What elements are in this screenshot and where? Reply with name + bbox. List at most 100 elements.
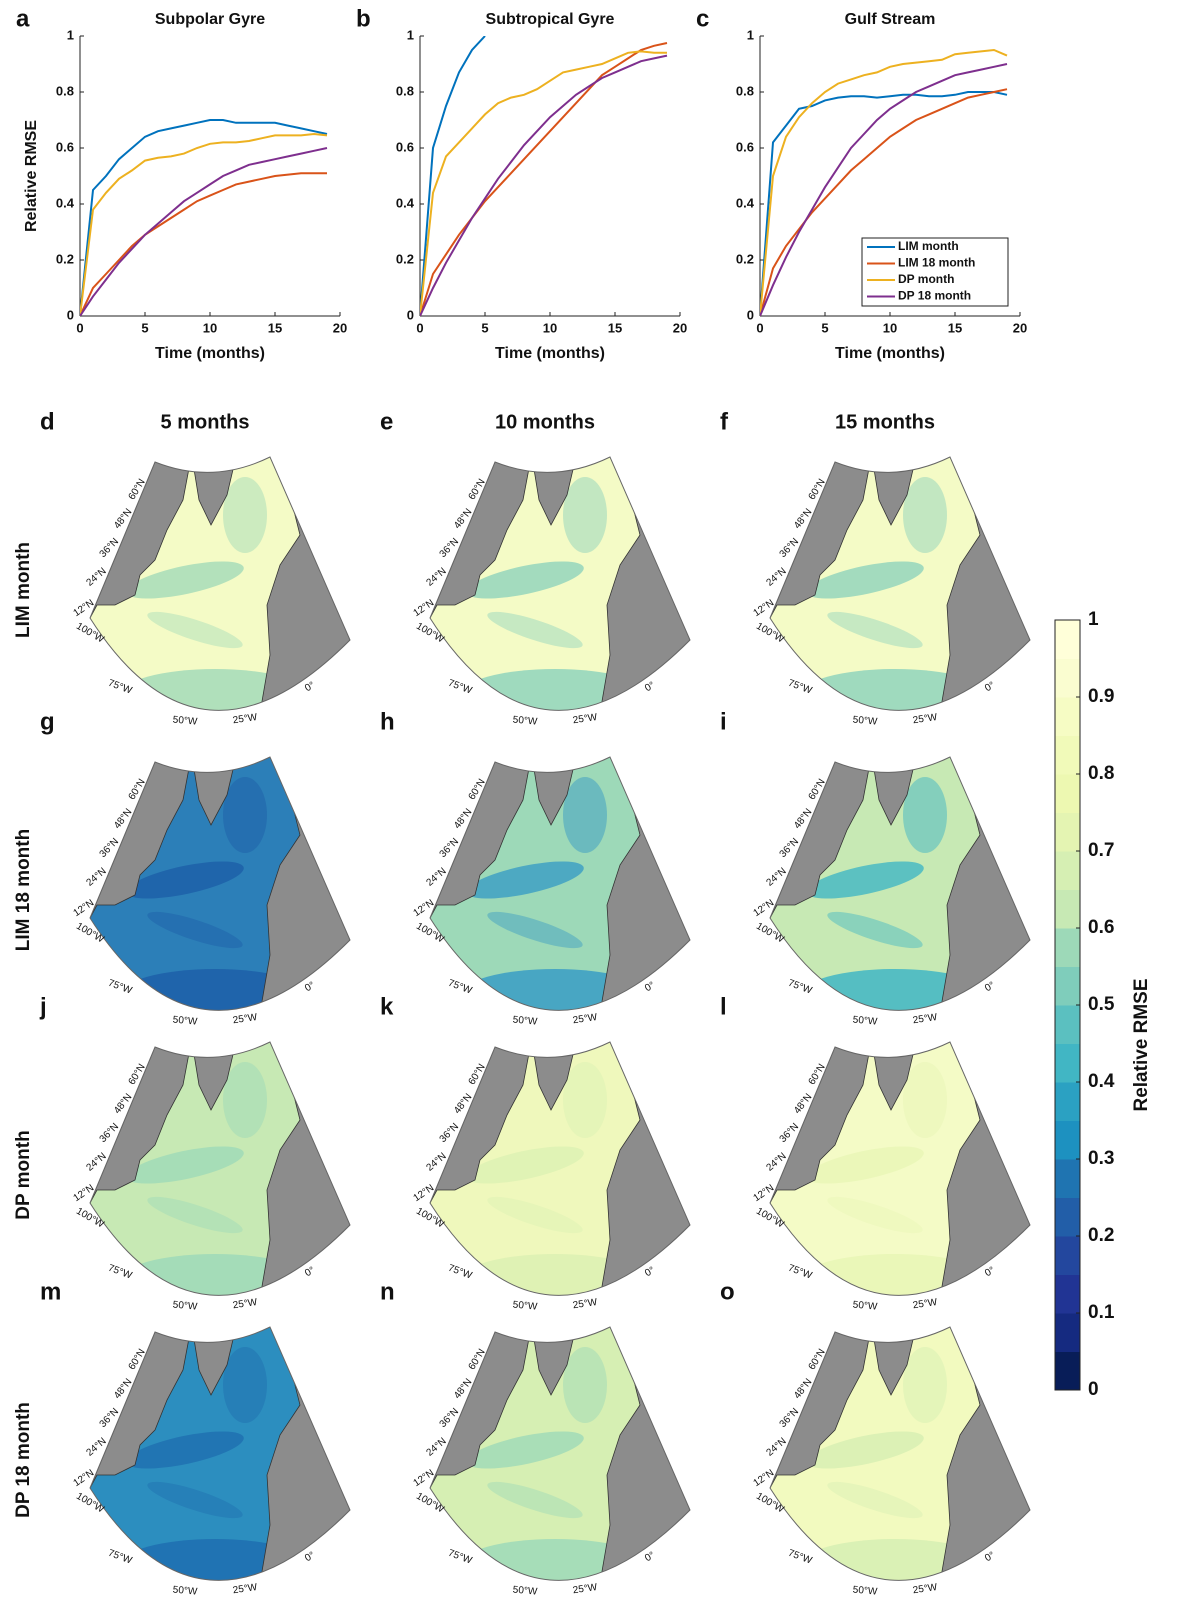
colorbar-tick-label: 0 — [1088, 1379, 1099, 1400]
lon-label: 25°W — [572, 1582, 598, 1596]
lon-label: 25°W — [572, 712, 598, 726]
panel-letter: e — [380, 408, 393, 435]
y-tick-label: 0.2 — [396, 251, 414, 266]
x-tick-label: 0 — [756, 320, 763, 335]
y-tick-label: 0.4 — [396, 195, 415, 210]
colorbar-tick-label: 0.2 — [1088, 1225, 1114, 1246]
field-anomaly — [126, 561, 244, 599]
chart-title: Gulf Stream — [845, 11, 936, 28]
lon-label: 50°W — [852, 1585, 878, 1598]
y-tick-label: 0.2 — [736, 251, 754, 266]
lon-label: 0° — [643, 1265, 657, 1279]
lon-label: 75°W — [107, 1263, 134, 1282]
field-anomaly — [223, 1062, 267, 1138]
panel-letter: b — [356, 5, 371, 32]
field-anomaly — [147, 1481, 243, 1519]
x-tick-label: 5 — [141, 320, 148, 335]
colorbar-tick-label: 0.5 — [1088, 994, 1115, 1015]
panel-letter: i — [720, 708, 727, 735]
y-tick-label: 0 — [747, 307, 754, 322]
x-tick-label: 20 — [673, 320, 687, 335]
colorbar-tick-label: 0.9 — [1088, 686, 1114, 707]
colorbar-tick-label: 0.3 — [1088, 1148, 1114, 1169]
legend-label: LIM 18 month — [898, 256, 975, 270]
lon-label: 0° — [303, 1265, 317, 1279]
x-tick-label: 0 — [416, 320, 423, 335]
lon-label: 50°W — [172, 1300, 198, 1313]
lon-label: 50°W — [172, 1585, 198, 1598]
colorbar-segment — [1055, 1313, 1080, 1352]
lon-label: 50°W — [512, 1585, 538, 1598]
lon-label: 75°W — [447, 678, 474, 697]
colorbar-segment — [1055, 851, 1080, 890]
colorbar-tick-label: 0.1 — [1088, 1302, 1115, 1323]
legend: LIM month LIM 18 month DP month DP 18 month — [861, 237, 1009, 307]
panel-letter: n — [380, 1278, 395, 1305]
row-title: LIM 18 month — [13, 829, 34, 951]
lon-label: 75°W — [447, 1548, 474, 1567]
column-title: 5 months — [161, 411, 250, 433]
colorbar-segment — [1055, 812, 1080, 852]
y-tick-label: 0.8 — [736, 83, 754, 98]
panel-letter: m — [40, 1278, 61, 1305]
field-anomaly — [827, 1481, 923, 1519]
field-anomaly — [563, 1347, 607, 1423]
colorbar-segment — [1055, 1043, 1080, 1083]
y-tick-label: 0.4 — [736, 195, 755, 210]
lon-label: 25°W — [232, 1012, 258, 1026]
y-tick-label: 1 — [407, 27, 414, 42]
colorbar-segment — [1055, 1274, 1080, 1314]
colorbar-tick-label: 1 — [1088, 609, 1099, 630]
field-anomaly — [126, 861, 244, 899]
field-anomaly — [563, 477, 607, 553]
x-axis-label: Time (months) — [835, 345, 945, 362]
lon-label: 25°W — [232, 1297, 258, 1311]
colorbar-segment — [1055, 1120, 1080, 1160]
column-title: 10 months — [495, 411, 595, 433]
y-tick-label: 0.6 — [396, 139, 414, 154]
lon-label: 50°W — [172, 715, 198, 728]
series-line — [420, 54, 668, 316]
legend-label: LIM month — [898, 239, 959, 253]
x-tick-label: 15 — [608, 320, 622, 335]
field-anomaly — [903, 1062, 947, 1138]
field-anomaly — [487, 1196, 583, 1234]
colorbar-segment — [1055, 1159, 1080, 1198]
lon-label: 75°W — [787, 1548, 814, 1567]
series-line — [80, 132, 328, 316]
field-anomaly — [466, 1146, 584, 1184]
field-anomaly — [126, 1431, 244, 1469]
y-tick-label: 1 — [747, 27, 754, 42]
colorbar-segment — [1055, 928, 1080, 967]
lon-label: 75°W — [787, 1263, 814, 1282]
colorbar-segment — [1055, 697, 1080, 736]
panel-letter: a — [16, 5, 30, 32]
colorbar-segment — [1055, 735, 1080, 775]
y-tick-label: 0.2 — [56, 251, 74, 266]
panel-letter: g — [40, 708, 55, 735]
lon-label: 25°W — [912, 1012, 938, 1026]
x-tick-label: 0 — [76, 320, 83, 335]
row-title: LIM month — [13, 542, 34, 638]
lon-label: 50°W — [852, 1300, 878, 1313]
lon-label: 50°W — [852, 1015, 878, 1028]
x-tick-label: 5 — [481, 320, 488, 335]
series-line — [80, 147, 328, 316]
colorbar-tick-label: 0.7 — [1088, 840, 1114, 861]
colorbar-label: Relative RMSE — [1131, 978, 1152, 1111]
lon-label: 0° — [983, 680, 997, 694]
field-anomaly — [223, 1347, 267, 1423]
lon-label: 0° — [303, 1550, 317, 1564]
x-axis-label: Time (months) — [155, 345, 265, 362]
y-axis-label: Relative RMSE — [23, 120, 40, 232]
x-tick-label: 10 — [203, 320, 217, 335]
y-tick-label: 0.8 — [56, 83, 74, 98]
lon-label: 75°W — [447, 978, 474, 997]
